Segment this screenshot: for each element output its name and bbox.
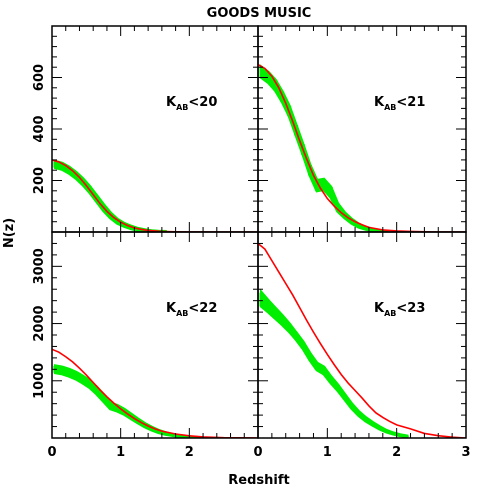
- plot-area: [52, 348, 258, 438]
- model-line: [52, 348, 258, 438]
- panel-frame: [51, 25, 259, 233]
- panel-label: KAB<21: [374, 95, 425, 112]
- y-tick-label: 2000: [32, 305, 47, 341]
- y-axis-label: N(z): [2, 218, 17, 248]
- observed-band: [53, 159, 167, 232]
- x-tick-label: 0: [253, 445, 262, 460]
- panel-label: KAB<20: [166, 95, 217, 112]
- panel-label: KAB<22: [166, 301, 217, 318]
- y-tick-label: 1000: [32, 363, 47, 399]
- y-tick-label: 200: [32, 167, 47, 194]
- figure-title: GOODS MUSIC: [207, 6, 312, 21]
- x-tick-label: 2: [185, 445, 194, 460]
- panel-frame: [257, 231, 467, 439]
- plot-area: [258, 63, 466, 232]
- x-tick-label: 3: [461, 445, 470, 460]
- panel-frame: [257, 25, 467, 233]
- panel-top-left: 200 400 600 KAB<20: [32, 25, 259, 233]
- x-tick-label: 1: [116, 445, 125, 460]
- y-tick-label: 400: [32, 115, 47, 142]
- x-tick-label: 1: [323, 445, 332, 460]
- model-line: [258, 242, 466, 438]
- y-tick-label: 600: [32, 64, 47, 91]
- panel-bottom-left: 1000 2000 3000 0 1 2 KAB<22: [32, 231, 259, 460]
- plot-area: [258, 242, 466, 438]
- panel-frame: [51, 231, 259, 439]
- model-line: [258, 63, 466, 232]
- panels: 200 400 600 KAB<20 KAB<21 1000 2000 3000 0 1 2 KAB<…: [32, 25, 471, 460]
- plot-area: [52, 159, 258, 232]
- x-tick-label: 2: [392, 445, 401, 460]
- y-tick-label: 3000: [32, 248, 47, 284]
- model-line: [52, 159, 258, 232]
- panel-label: KAB<23: [374, 301, 425, 318]
- x-tick-label: 0: [47, 445, 56, 460]
- panel-bottom-right: 0 1 2 3 KAB<23: [253, 231, 471, 460]
- x-axis-label: Redshift: [228, 473, 289, 488]
- panel-top-right: KAB<21: [257, 25, 467, 233]
